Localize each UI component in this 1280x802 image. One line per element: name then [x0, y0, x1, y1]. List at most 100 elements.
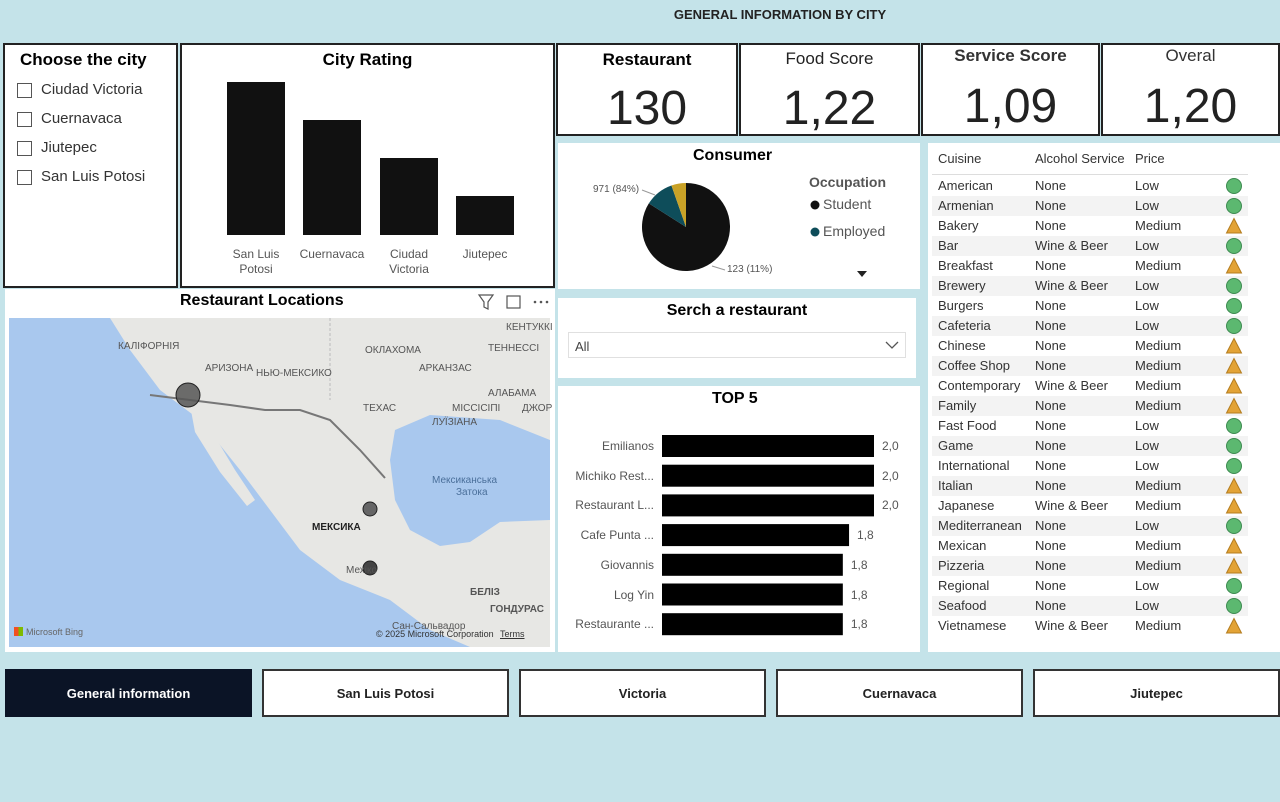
table-row: Burgers None Low [932, 296, 1248, 316]
table-cell: Game [938, 438, 974, 453]
nav-tab[interactable]: Victoria [519, 669, 766, 717]
table-cell: None [1035, 538, 1067, 553]
map-terms[interactable]: Terms [500, 629, 525, 639]
checkbox[interactable] [17, 83, 32, 98]
price-icon [1226, 418, 1242, 434]
table-row: Seafood None Low [932, 596, 1248, 616]
slicer-option[interactable]: Ciudad Victoria [17, 81, 172, 101]
slicer-option[interactable]: Jiutepec [17, 139, 172, 159]
table-row: Coffee Shop None Medium [932, 356, 1248, 376]
price-icon [1225, 557, 1243, 574]
table-cell: Coffee Shop [938, 358, 1011, 373]
map-label: ГОНДУРАС [490, 604, 544, 615]
table-row: Japanese Wine & Beer Medium [932, 496, 1248, 516]
nav-tab[interactable]: Jiutepec [1033, 669, 1280, 717]
table-cell: Medium [1135, 618, 1182, 633]
kpi-label: Overal [1165, 46, 1216, 65]
tab-label: Cuernavaca [862, 686, 937, 701]
y-tick-label: Cafe Punta ... [580, 528, 654, 543]
price-icon [1226, 598, 1242, 614]
table-cell: Wine & Beer [1035, 498, 1108, 513]
page-title: GENERAL INFORMATION BY CITY [673, 7, 887, 22]
table-cell: Wine & Beer [1035, 378, 1108, 393]
table-cell: None [1035, 518, 1067, 533]
top5-panel: TOP 5 [558, 386, 920, 652]
x-tick-label: Ciudad Victoria [389, 247, 429, 276]
kpi-label: Food Score [785, 49, 874, 68]
y-tick-label: Giovannis [600, 557, 654, 572]
data-label: 2,0 [882, 498, 899, 513]
table-row: Chinese None Medium [932, 336, 1248, 356]
map-logo [14, 627, 23, 636]
map-label: ОКЛАХОМА [365, 345, 421, 356]
map-label: Мексиканська [432, 475, 498, 486]
table-cell: Low [1135, 598, 1159, 613]
tab-label: Jiutepec [1130, 686, 1183, 701]
table-cell: None [1035, 598, 1067, 613]
kpi-value: 1,09 [963, 80, 1058, 133]
y-tick-label: Michiko Rest... [575, 468, 654, 483]
map-attribution: Microsoft Bing [26, 627, 84, 637]
table-cell: Low [1135, 578, 1159, 593]
map-label: КЕНТУККІ [506, 322, 553, 333]
kpi-value: 1,22 [782, 82, 877, 135]
dropdown-value: All [575, 339, 590, 354]
option-label: Cuernavaca [41, 110, 122, 127]
table-row: International None Low [932, 456, 1248, 476]
nav-tab[interactable]: General information [5, 669, 252, 717]
icon-medium [1225, 477, 1243, 494]
table-cell: Low [1135, 458, 1159, 473]
dropdown-arrow [885, 341, 899, 349]
table-cell: Breakfast [938, 258, 993, 273]
table-row: Fast Food None Low [932, 416, 1248, 436]
city-slicer: Choose the city Ciudad Victoria Cuernavac… [3, 43, 178, 288]
consumer-panel: Consumer Occupation [558, 143, 920, 289]
icon-medium [1225, 497, 1243, 514]
icon-low [1226, 578, 1242, 594]
legend-scroll[interactable] [856, 270, 868, 278]
price-icon [1226, 518, 1242, 534]
table-cell: Japanese [938, 498, 995, 513]
slicer-option[interactable]: San Luis Potosi [17, 168, 172, 188]
table-cell: Medium [1135, 398, 1182, 413]
table-cell: Fast Food [938, 418, 997, 433]
table-cell: Medium [1135, 258, 1182, 273]
search-title: Serch a restaurant [666, 302, 808, 319]
price-icon [1226, 438, 1242, 454]
table-cell: Chinese [938, 338, 986, 353]
table-cell: Medium [1135, 558, 1182, 573]
cuisine-table: Cuisine Alcohol Service Price American None L… [928, 143, 1280, 652]
table-row: Game None Low [932, 436, 1248, 456]
search-dropdown[interactable]: All [568, 332, 906, 358]
icon-medium [1225, 337, 1243, 354]
table-cell: Family [938, 398, 977, 413]
map-title: Restaurant Locations [180, 292, 344, 309]
option-label: San Luis Potosi [41, 168, 146, 185]
nav-tab[interactable]: Cuernavaca [776, 669, 1023, 717]
table-cell: Low [1135, 318, 1159, 333]
checkbox[interactable] [17, 141, 32, 156]
price-icon [1225, 497, 1243, 514]
price-icon [1225, 537, 1243, 554]
table-cell: None [1035, 258, 1067, 273]
slicer-option[interactable]: Cuernavaca [17, 110, 172, 130]
table-cell: None [1035, 318, 1067, 333]
table-cell: None [1035, 178, 1067, 193]
price-icon [1225, 217, 1243, 234]
icon-low [1226, 198, 1242, 214]
tab-label: Victoria [618, 686, 667, 701]
map-label: Сан-Сальвадор [392, 621, 466, 632]
table-row: Brewery Wine & Beer Low [932, 276, 1248, 296]
table-cell: Low [1135, 178, 1159, 193]
visual-header-icons[interactable] [477, 292, 553, 312]
table-row: Italian None Medium [932, 476, 1248, 496]
nav-tab[interactable]: San Luis Potosi [262, 669, 509, 717]
icon-low [1226, 438, 1242, 454]
data-label: 123 (11%) [727, 264, 773, 275]
checkbox[interactable] [17, 112, 32, 127]
data-label: 1,8 [850, 587, 868, 602]
table-cell: None [1035, 338, 1067, 353]
checkbox[interactable] [17, 170, 32, 185]
icon-medium [1225, 617, 1243, 634]
